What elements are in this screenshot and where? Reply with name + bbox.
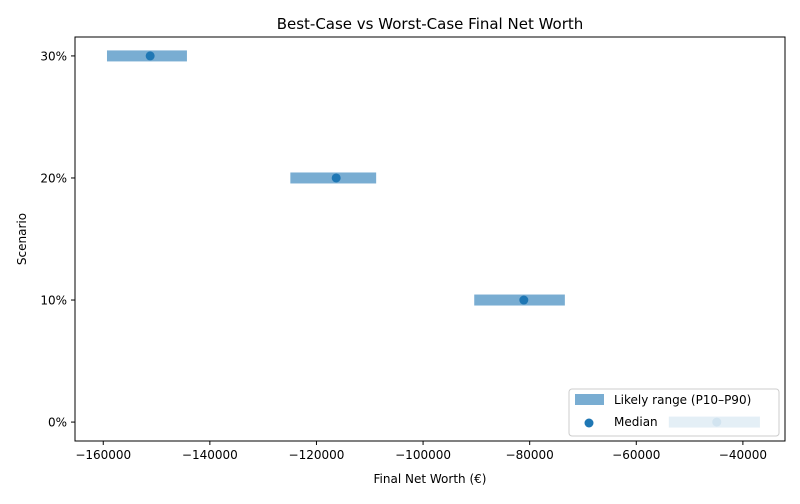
y-axis-label: Scenario	[15, 213, 29, 265]
x-tick-label: −100000	[395, 448, 451, 462]
legend-box	[568, 388, 780, 437]
median-point-10%	[519, 295, 529, 305]
legend-range-swatch	[575, 394, 604, 405]
y-tick-label: 20%	[40, 171, 67, 185]
legend: Likely range (P10–P90) Median	[568, 388, 780, 437]
legend-median-label: Median	[614, 415, 658, 429]
x-tick-label: −120000	[289, 448, 345, 462]
median-point-30%	[145, 51, 155, 61]
x-tick-label: −80000	[506, 448, 554, 462]
legend-range-label: Likely range (P10–P90)	[614, 393, 751, 407]
plot-area: 0% 10% 20% 30% −160000 −140000 −120000 −100000 −…	[40, 36, 786, 462]
median-point-20%	[331, 173, 341, 183]
y-tick-label: 10%	[40, 294, 67, 308]
plot-frame	[74, 36, 786, 442]
x-tick-label: −160000	[75, 448, 131, 462]
y-tick-label: 30%	[40, 49, 67, 63]
x-tick-label: −60000	[612, 448, 660, 462]
y-tick-label: 0%	[48, 416, 67, 430]
x-tick-label: −140000	[182, 448, 238, 462]
chart-title: Best-Case vs Worst-Case Final Net Worth	[277, 15, 584, 33]
x-axis-label: Final Net Worth (€)	[374, 472, 487, 486]
legend-median-marker	[584, 418, 594, 428]
x-tick-label: −40000	[719, 448, 767, 462]
